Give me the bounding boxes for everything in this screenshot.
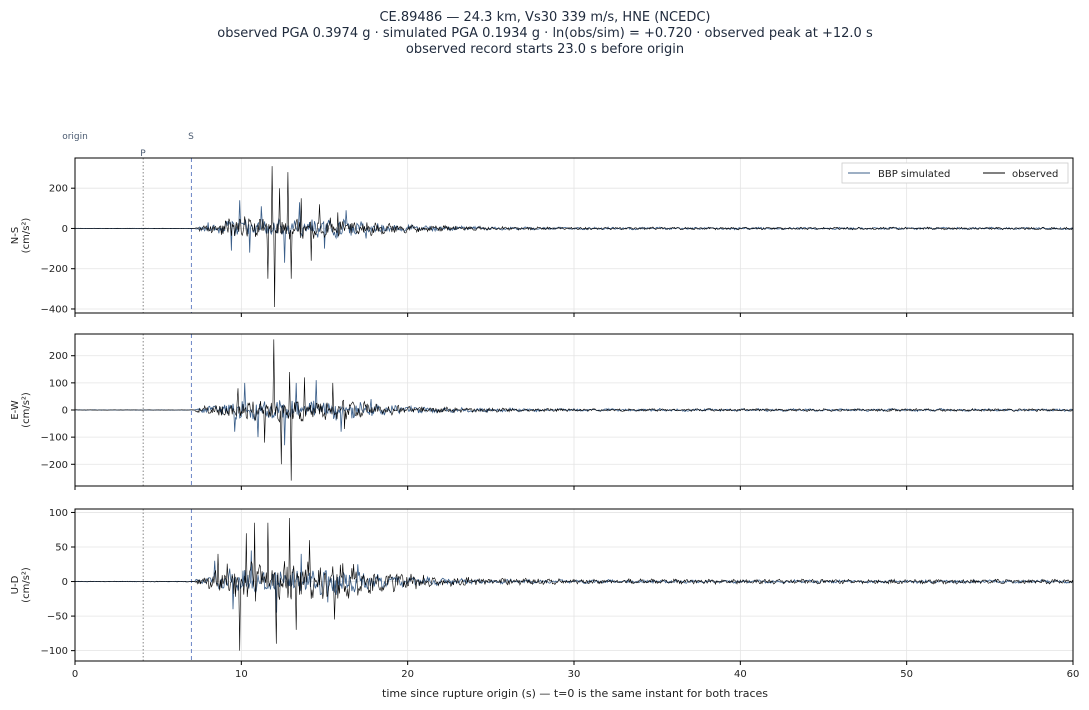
x-tick-label: 40 <box>734 669 747 680</box>
x-tick-label: 30 <box>568 669 581 680</box>
y-tick-label: −50 <box>47 612 68 623</box>
y-tick-label: −200 <box>41 460 68 471</box>
y-tick-label: 50 <box>55 543 68 554</box>
legend: BBP simulated observed <box>841 162 1069 184</box>
x-tick-label: 60 <box>1067 669 1080 680</box>
panel-n-s: 200 0 −200 −400 N-S (cm/s²) <box>10 157 1074 317</box>
legend-simulated-label: BBP simulated <box>878 169 950 180</box>
legend-observed-label: observed <box>1012 169 1058 180</box>
observed-trace <box>74 166 1074 308</box>
x-tick-label: 0 <box>72 669 78 680</box>
panel-u-d: 100 50 0 −50 −100 0 10 20 30 40 50 60 U-D (cm/s²) <box>10 508 1079 680</box>
y-tick-label: −100 <box>41 646 68 657</box>
x-tick-label: 50 <box>900 669 913 680</box>
y-axis-label: (cm/s²) <box>21 567 32 603</box>
y-tick-label: 200 <box>49 184 68 195</box>
y-tick-label: 100 <box>49 378 68 389</box>
y-axis-label: U-D <box>10 575 21 594</box>
y-tick-label: −100 <box>41 433 68 444</box>
y-tick-label: 0 <box>62 406 68 417</box>
y-tick-label: −400 <box>41 304 68 315</box>
observed-trace <box>74 339 1074 481</box>
y-tick-label: 200 <box>49 351 68 362</box>
y-axis-label: (cm/s²) <box>21 392 32 428</box>
observed-trace <box>74 517 1074 651</box>
y-axis-label: E-W <box>10 400 21 420</box>
title-line-2: observed PGA 0.3974 g · simulated PGA 0.… <box>217 26 873 41</box>
x-axis-label: time since rupture origin (s) — t=0 is t… <box>382 687 768 700</box>
y-tick-label: 100 <box>49 508 68 519</box>
y-tick-label: 0 <box>62 577 68 588</box>
y-axis-label: N-S <box>10 227 21 244</box>
legend-box <box>841 162 1069 184</box>
title-line-1: CE.89486 — 24.3 km, Vs30 339 m/s, HNE (N… <box>379 10 710 25</box>
panel-e-w: 200 100 0 −100 −200 E-W (cm/s²) <box>10 333 1074 490</box>
x-tick-label: 10 <box>235 669 248 680</box>
x-tick-label: 20 <box>401 669 414 680</box>
origin-marker-label: origin <box>62 132 88 142</box>
s-arrival-label: S <box>188 132 194 142</box>
y-axis-label: (cm/s²) <box>21 218 32 254</box>
p-arrival-label: P <box>140 149 146 159</box>
title-line-3: observed record starts 23.0 s before ori… <box>406 42 684 57</box>
y-tick-label: 0 <box>62 224 68 235</box>
y-tick-label: −200 <box>41 264 68 275</box>
